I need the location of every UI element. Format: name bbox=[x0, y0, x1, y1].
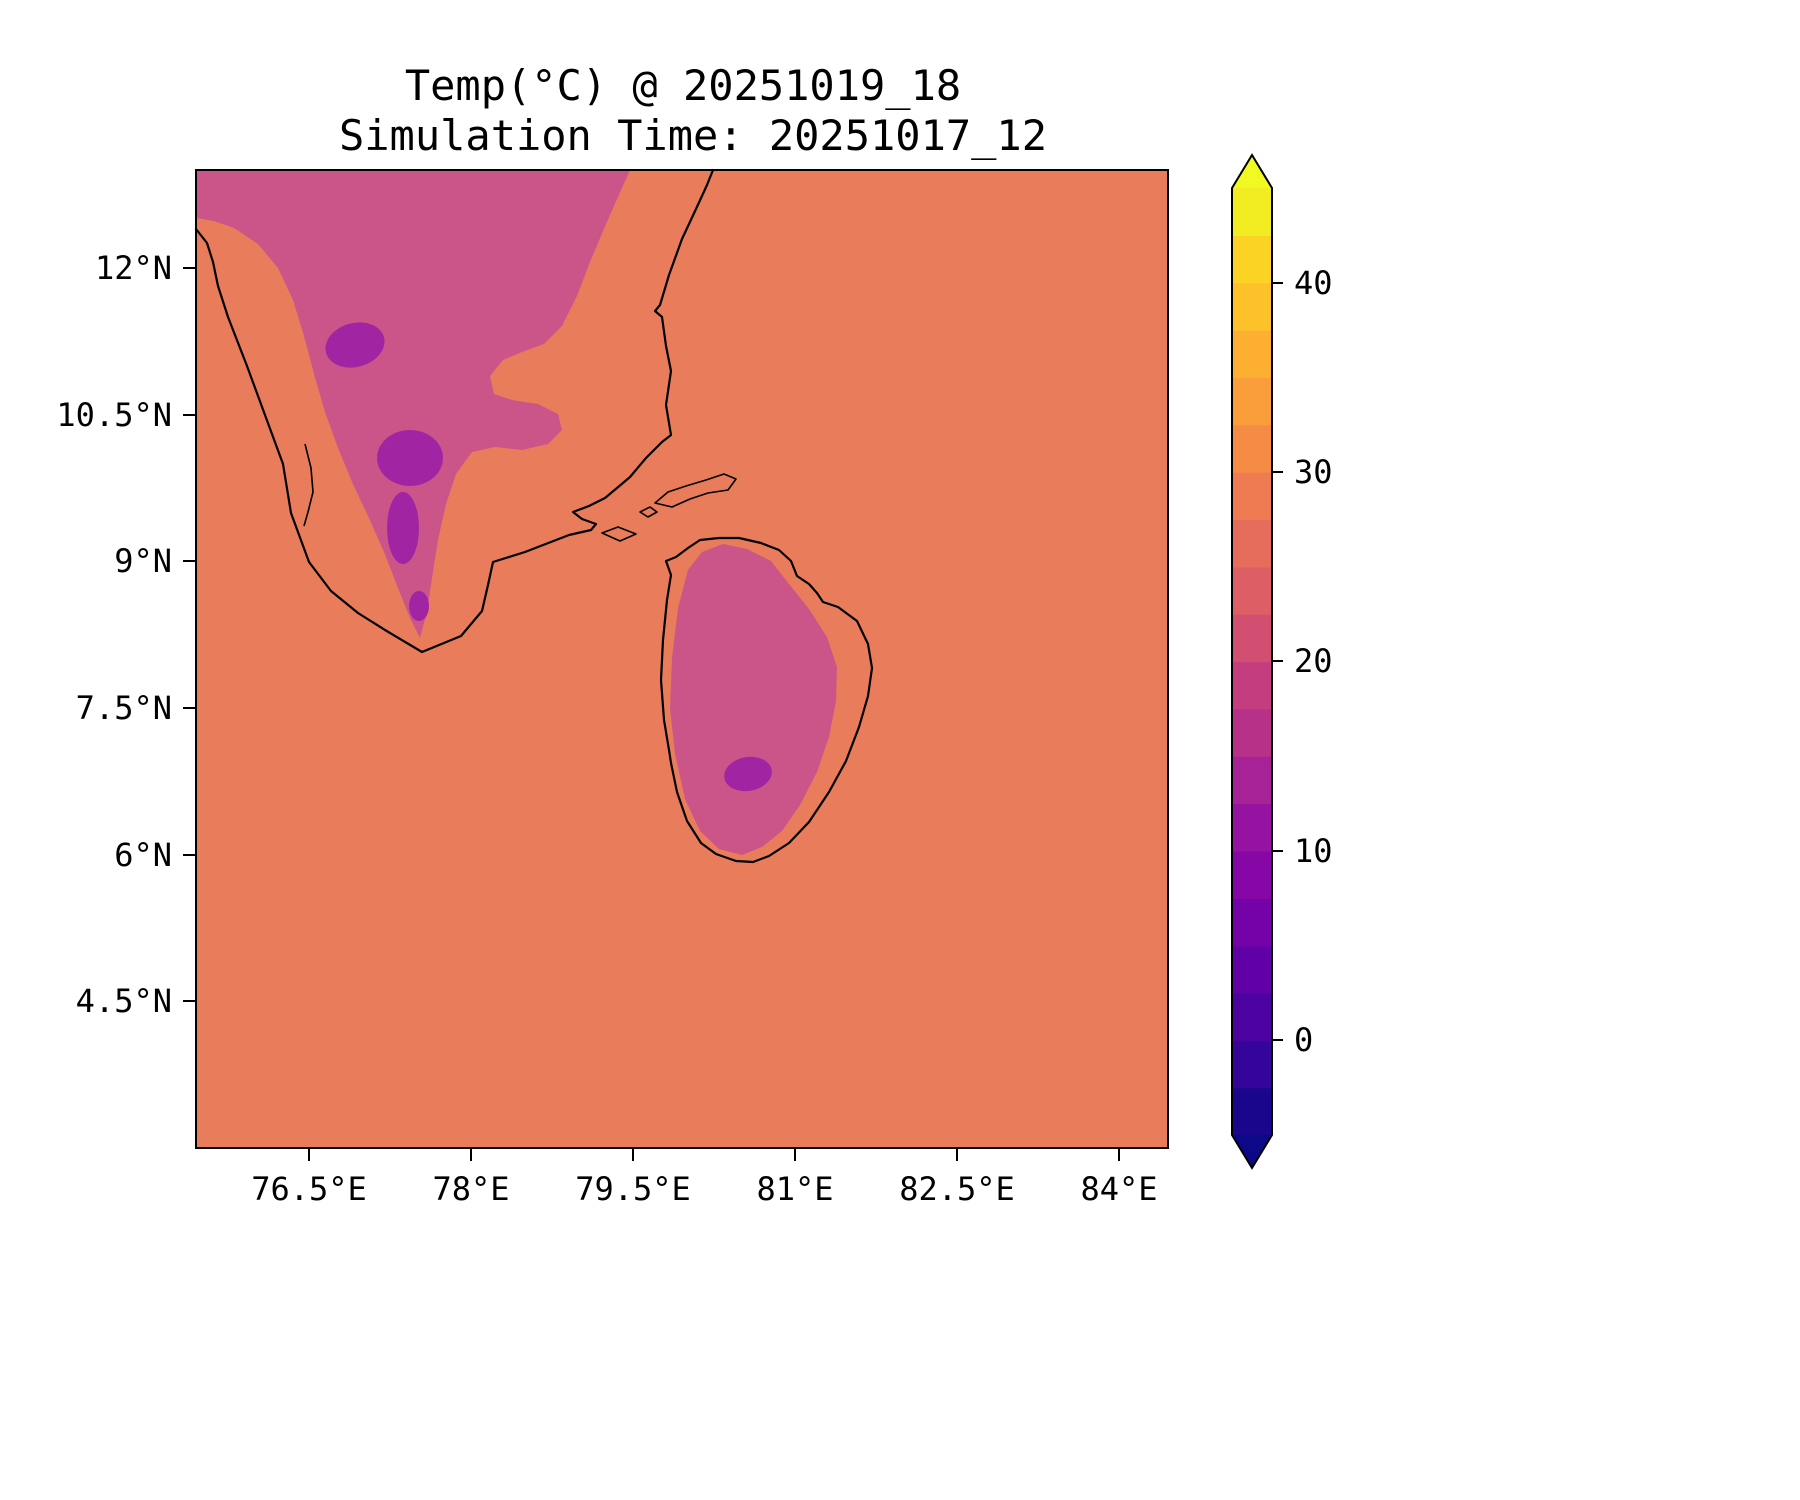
pamban-island-outline bbox=[601, 526, 637, 542]
y-tick-label: 9°N bbox=[114, 542, 172, 580]
colorbar-bands bbox=[1232, 188, 1272, 1136]
colorbar-band bbox=[1232, 850, 1272, 899]
x-tick-label: 82.5°E bbox=[899, 1170, 1015, 1208]
colorbar-tick-label: 0 bbox=[1294, 1021, 1313, 1059]
y-axis: 12°N 10.5°N 9°N 7.5°N 6°N 4.5°N bbox=[56, 249, 196, 1020]
plot-subtitle: Simulation Time: 20251017_12 bbox=[339, 111, 1047, 160]
colorbar-band bbox=[1232, 282, 1272, 331]
colorbar-band bbox=[1232, 708, 1272, 757]
colorbar-band bbox=[1232, 1087, 1272, 1136]
colorbar-band bbox=[1232, 330, 1272, 378]
colorbar-extend-under-triangle bbox=[1232, 1135, 1272, 1168]
colorbar-band bbox=[1232, 188, 1272, 236]
colorbar-band bbox=[1232, 235, 1272, 284]
x-tick-label: 79.5°E bbox=[575, 1170, 691, 1208]
colorbar-band bbox=[1232, 472, 1272, 521]
colorbar: 40 30 20 10 0 bbox=[1231, 153, 1333, 1170]
india-interior-cool-region bbox=[196, 170, 630, 638]
colorbar-tick-label: 20 bbox=[1294, 642, 1333, 680]
colorbar-band bbox=[1232, 898, 1272, 947]
x-tick-label: 76.5°E bbox=[251, 1170, 367, 1208]
y-tick-label: 10.5°N bbox=[56, 396, 172, 434]
colorbar-extend-over-triangle bbox=[1232, 155, 1272, 188]
india-cold-patch-1 bbox=[325, 322, 385, 368]
plot-border bbox=[195, 169, 1169, 1149]
kerala-lagoon-line bbox=[303, 443, 314, 527]
colorbar-tick-label: 30 bbox=[1294, 453, 1333, 491]
colorbar-band bbox=[1232, 992, 1272, 1041]
plot-title: Temp(°C) @ 20251019_18 bbox=[405, 61, 961, 110]
jaffna-islet-outline bbox=[639, 506, 658, 518]
x-axis: 76.5°E 78°E 79.5°E 81°E 82.5°E 84°E bbox=[251, 1148, 1158, 1208]
colorbar-tick-label: 10 bbox=[1294, 832, 1333, 870]
india-cold-patch-3 bbox=[387, 492, 419, 564]
srilanka-interior-cool-region bbox=[670, 544, 837, 855]
x-tick-label: 81°E bbox=[756, 1170, 833, 1208]
srilanka-cold-patch bbox=[724, 756, 772, 792]
colorbar-band bbox=[1232, 424, 1272, 473]
colorbar-band bbox=[1232, 803, 1272, 852]
x-tick-label: 84°E bbox=[1080, 1170, 1157, 1208]
india-cold-patch-2 bbox=[377, 430, 443, 486]
colorbar-band bbox=[1232, 661, 1272, 710]
srilanka-coastline bbox=[659, 536, 874, 864]
map-panel bbox=[194, 168, 1169, 1149]
colorbar-tick-label: 40 bbox=[1294, 264, 1333, 302]
y-tick-label: 6°N bbox=[114, 836, 172, 874]
jaffna-peninsula-outline bbox=[654, 473, 737, 508]
colorbar-band bbox=[1232, 519, 1272, 568]
y-tick-label: 7.5°N bbox=[76, 689, 172, 727]
x-tick-label: 78°E bbox=[432, 1170, 509, 1208]
colorbar-band bbox=[1232, 756, 1272, 805]
colorbar-band bbox=[1232, 566, 1272, 615]
colorbar-band bbox=[1232, 945, 1272, 994]
y-tick-label: 12°N bbox=[95, 249, 172, 287]
y-tick-label: 4.5°N bbox=[76, 982, 172, 1020]
colorbar-band bbox=[1232, 1040, 1272, 1089]
india-coastline bbox=[194, 168, 715, 654]
colorbar-band bbox=[1232, 377, 1272, 426]
colorbar-outline bbox=[1231, 153, 1273, 1170]
colorbar-band bbox=[1232, 614, 1272, 663]
india-cold-patch-4 bbox=[409, 591, 429, 621]
